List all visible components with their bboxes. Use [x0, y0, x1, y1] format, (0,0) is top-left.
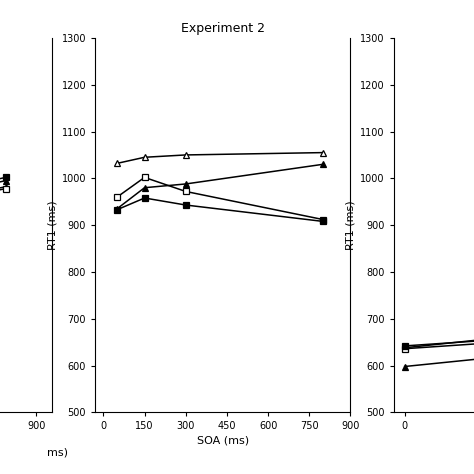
Text: ms): ms) — [47, 447, 68, 457]
Y-axis label: RT1 (ms): RT1 (ms) — [47, 201, 57, 250]
X-axis label: SOA (ms): SOA (ms) — [197, 436, 249, 446]
Y-axis label: RT1 (ms): RT1 (ms) — [346, 201, 356, 250]
Title: Experiment 2: Experiment 2 — [181, 22, 265, 36]
